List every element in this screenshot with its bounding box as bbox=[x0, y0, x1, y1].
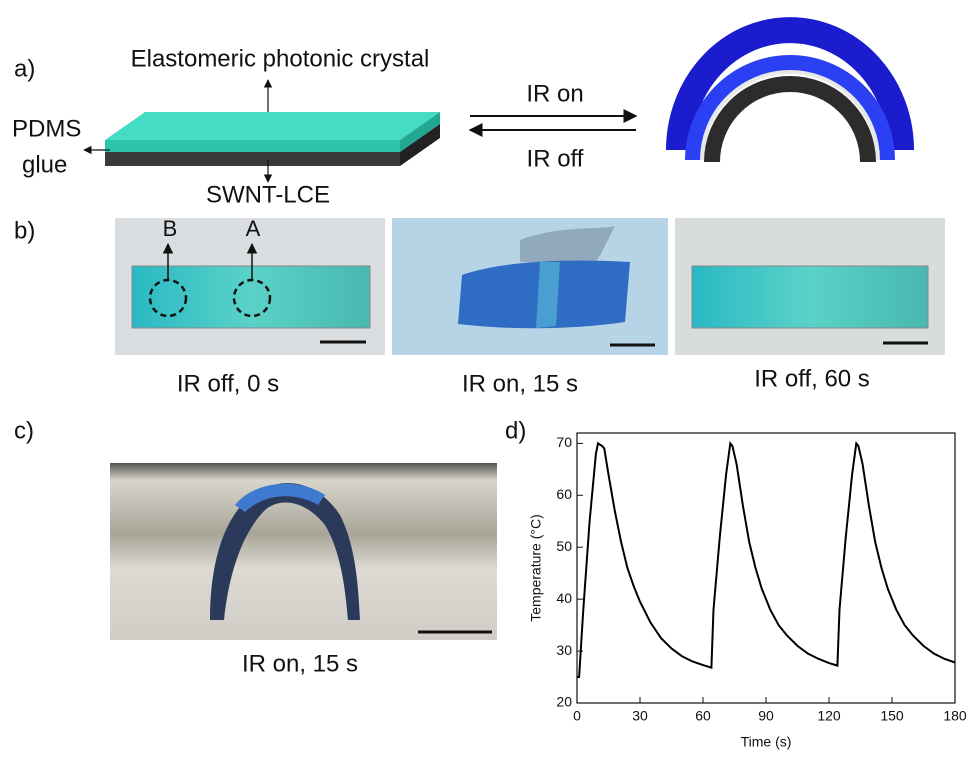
y-tick-label: 50 bbox=[556, 538, 572, 554]
figure: a) Elastomeric photonic crystal PDMS glu… bbox=[0, 0, 971, 759]
photo-caption: IR on, 15 s bbox=[462, 370, 578, 397]
y-tick-label: 30 bbox=[556, 642, 572, 658]
photo-caption: IR off, 0 s bbox=[177, 370, 279, 397]
x-tick-label: 30 bbox=[632, 708, 648, 724]
x-tick-label: 90 bbox=[758, 708, 774, 724]
plot-frame bbox=[577, 433, 955, 703]
arrow-label: IR on bbox=[526, 80, 583, 107]
layer-label: Elastomeric photonic crystal bbox=[131, 45, 430, 72]
y-tick-label: 20 bbox=[556, 694, 572, 710]
bent-bilayer bbox=[679, 30, 901, 162]
layer-label: PDMS bbox=[12, 115, 81, 142]
x-tick-label: 0 bbox=[573, 708, 581, 724]
x-tick-label: 180 bbox=[943, 708, 967, 724]
x-tick-label: 120 bbox=[817, 708, 841, 724]
layer-label: SWNT-LCE bbox=[206, 181, 330, 208]
y-tick-label: 70 bbox=[556, 434, 572, 450]
chart: 20 30 40 50 60 70 0 30 60 90 120 150 180 Time (s) Temp… bbox=[528, 433, 967, 750]
line bbox=[577, 443, 955, 677]
panel-label: b) bbox=[14, 217, 35, 244]
photo bbox=[675, 218, 945, 355]
y-tick-label: 40 bbox=[556, 590, 572, 606]
photo bbox=[392, 218, 668, 355]
panel-label: d) bbox=[505, 417, 526, 444]
x-tick-label: 150 bbox=[880, 708, 904, 724]
point-label: B bbox=[163, 216, 178, 241]
photo-caption: IR off, 60 s bbox=[754, 365, 870, 392]
photo bbox=[110, 463, 497, 640]
y-tick-label: 60 bbox=[556, 486, 572, 502]
x-axis-label: Time (s) bbox=[741, 734, 792, 750]
photo-caption: IR on, 15 s bbox=[242, 650, 358, 677]
panel-label: c) bbox=[14, 417, 34, 444]
layer-label: glue bbox=[22, 151, 67, 178]
x-tick-label: 60 bbox=[695, 708, 711, 724]
point-label: A bbox=[246, 216, 261, 241]
arrow-label: IR off bbox=[527, 145, 584, 172]
panel-label: a) bbox=[14, 55, 35, 82]
y-axis-label: Temperature (°C) bbox=[528, 514, 544, 622]
